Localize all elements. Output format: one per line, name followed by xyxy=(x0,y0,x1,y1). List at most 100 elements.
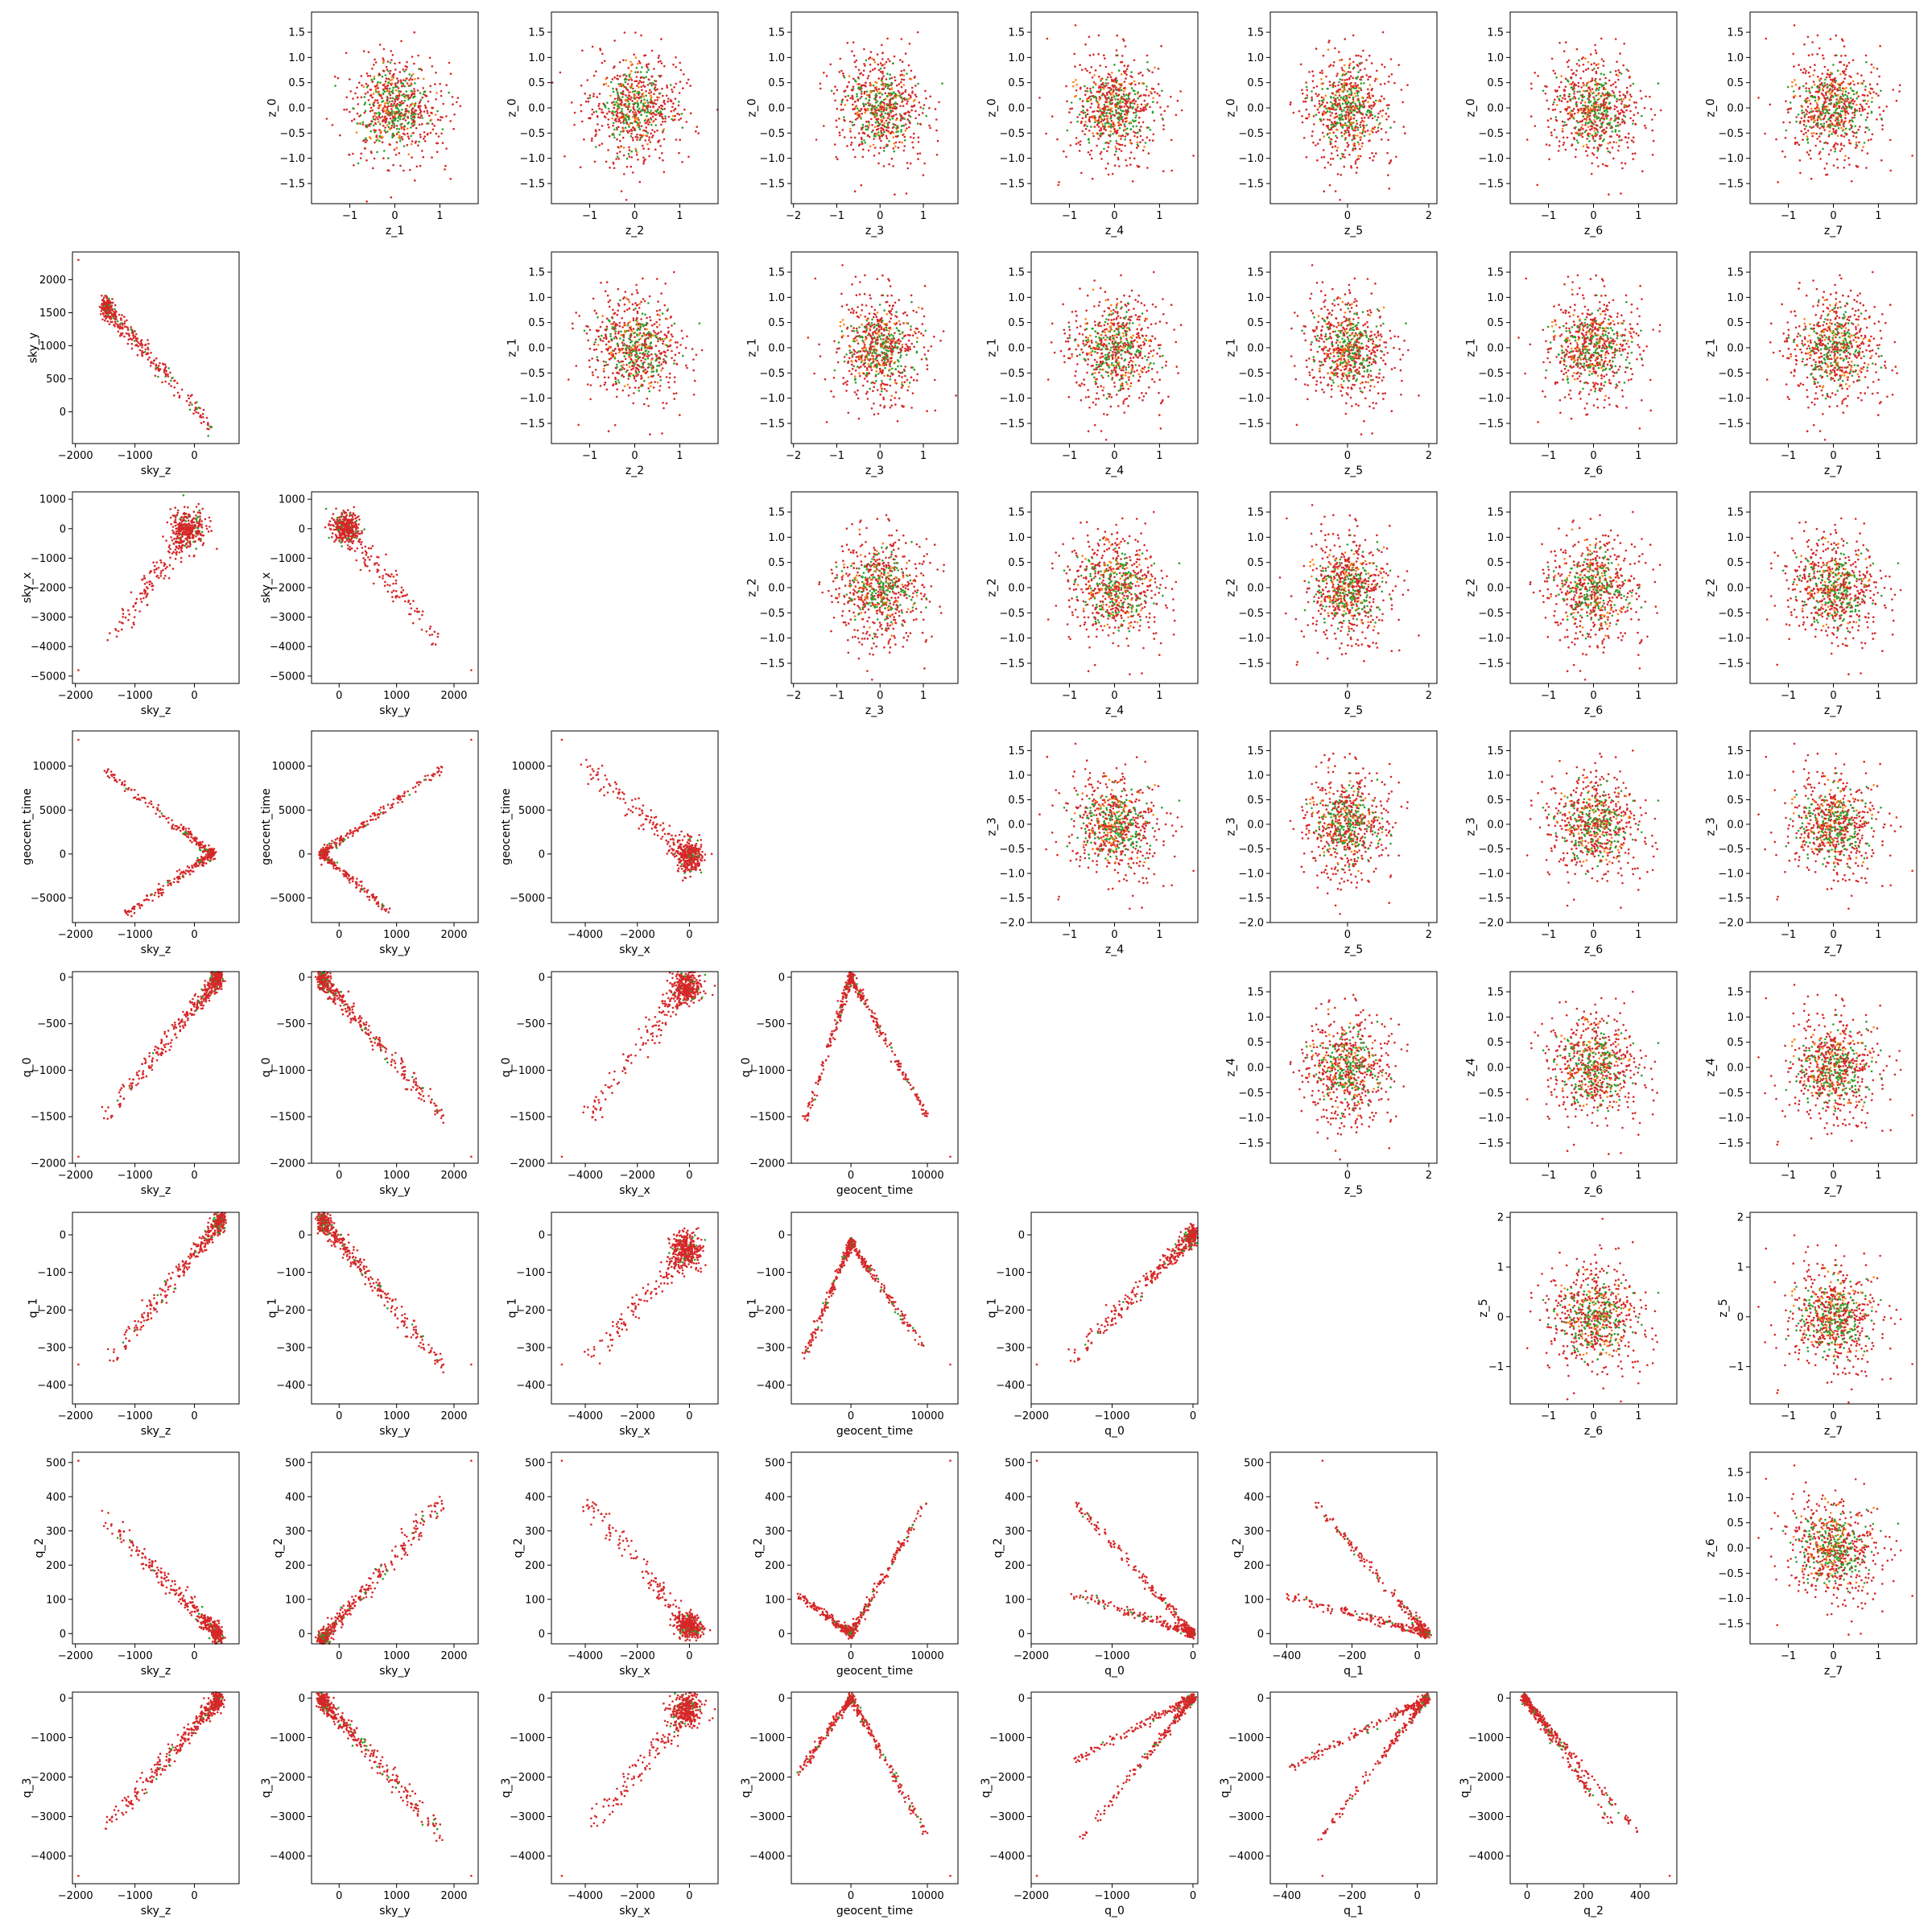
scatter-point xyxy=(878,138,881,140)
scatter-point xyxy=(402,101,405,105)
scatter-point xyxy=(1402,126,1405,128)
scatter-point xyxy=(852,54,856,57)
scatter-point xyxy=(1095,99,1098,102)
scatter-point xyxy=(372,167,374,170)
scatter-point xyxy=(1841,109,1843,113)
scatter-point xyxy=(873,126,877,128)
scatter-point xyxy=(883,104,886,106)
scatter-point xyxy=(1114,88,1117,91)
scatter-point xyxy=(445,115,448,118)
scatter-point xyxy=(1344,131,1348,134)
scatter-point xyxy=(1806,135,1809,138)
scatter-point xyxy=(881,43,883,47)
scatter-point xyxy=(903,135,906,138)
scatter-point xyxy=(893,114,895,117)
scatter-point xyxy=(1370,62,1373,64)
scatter-point xyxy=(1344,137,1347,139)
scatter-point xyxy=(885,109,888,111)
scatter-point xyxy=(1586,89,1589,93)
scatter-point xyxy=(394,114,396,117)
scatter-point xyxy=(1853,100,1856,103)
scatter-point xyxy=(1659,109,1662,112)
scatter-point xyxy=(1633,114,1636,116)
scatter-point xyxy=(1129,106,1132,109)
scatter-point xyxy=(1343,96,1345,98)
scatter-point xyxy=(412,107,415,109)
scatter-point xyxy=(1339,98,1341,101)
y-tick-label: 1.0 xyxy=(528,52,545,64)
scatter-point xyxy=(595,70,597,72)
scatter-point xyxy=(1641,170,1644,172)
scatter-point xyxy=(872,68,874,71)
scatter-point xyxy=(1617,116,1620,119)
scatter-point xyxy=(1808,75,1811,78)
scatter-point xyxy=(374,99,377,101)
scatter-point xyxy=(903,145,906,147)
scatter-point xyxy=(902,149,906,152)
scatter-point xyxy=(1651,129,1653,132)
scatter-point xyxy=(1289,103,1292,106)
scatter-point xyxy=(381,115,384,118)
scatter-point xyxy=(935,118,938,121)
scatter-point xyxy=(663,138,666,141)
scatter-point xyxy=(678,151,680,155)
scatter-point xyxy=(383,90,386,93)
scatter-point xyxy=(1107,96,1110,99)
scatter-point xyxy=(1326,110,1329,113)
scatter-point xyxy=(398,113,401,116)
scatter-point xyxy=(923,162,926,165)
scatter-point xyxy=(352,107,354,109)
scatter-point xyxy=(634,135,638,138)
scatter-point xyxy=(1348,134,1351,137)
scatter-point xyxy=(605,78,607,80)
scatter-point xyxy=(1622,97,1625,101)
scatter-point xyxy=(379,123,382,126)
scatter-point xyxy=(677,104,680,107)
scatter-point xyxy=(393,102,396,105)
scatter-point xyxy=(1853,83,1856,86)
scatter-point xyxy=(361,123,365,126)
scatter-point xyxy=(1555,119,1558,122)
scatter-point xyxy=(660,107,663,110)
y-tick-label: 0.0 xyxy=(768,103,785,115)
scatter-point xyxy=(401,138,404,141)
scatter-point xyxy=(1822,54,1824,56)
scatter-point xyxy=(1603,138,1605,141)
scatter-point xyxy=(1792,52,1794,56)
x-tick-label: 1 xyxy=(1635,210,1641,222)
scatter-point xyxy=(1335,75,1338,77)
scatter-point xyxy=(1811,134,1814,138)
scatter-point xyxy=(1069,107,1071,110)
scatter-point xyxy=(1328,132,1331,134)
scatter-point xyxy=(1120,138,1122,140)
scatter-point xyxy=(369,136,371,138)
scatter-point xyxy=(1561,130,1564,133)
scatter-point xyxy=(392,104,395,107)
scatter-point xyxy=(1809,116,1812,118)
scatter-point xyxy=(889,118,892,121)
scatter-point xyxy=(1131,180,1134,183)
scatter-point xyxy=(604,116,607,119)
scatter-point xyxy=(440,94,443,97)
scatter-point xyxy=(1088,119,1091,122)
scatter-point xyxy=(373,157,376,160)
scatter-point xyxy=(1823,125,1825,127)
scatter-point xyxy=(428,114,431,118)
scatter-point xyxy=(406,82,409,85)
scatter-point xyxy=(609,94,612,97)
scatter-point xyxy=(1856,91,1859,93)
scatter-point xyxy=(584,93,586,95)
scatter-point xyxy=(378,93,381,95)
scatter-point xyxy=(1603,98,1605,101)
scatter-point xyxy=(1141,138,1144,142)
scatter-point xyxy=(363,96,366,98)
scatter-point xyxy=(1858,109,1861,113)
scatter-point xyxy=(617,146,620,148)
scatter-point xyxy=(1134,111,1137,114)
scatter-point xyxy=(1803,114,1806,117)
scatter-point xyxy=(636,62,639,65)
scatter-point xyxy=(587,97,589,100)
scatter-point xyxy=(1821,108,1824,110)
scatter-point xyxy=(904,52,907,55)
